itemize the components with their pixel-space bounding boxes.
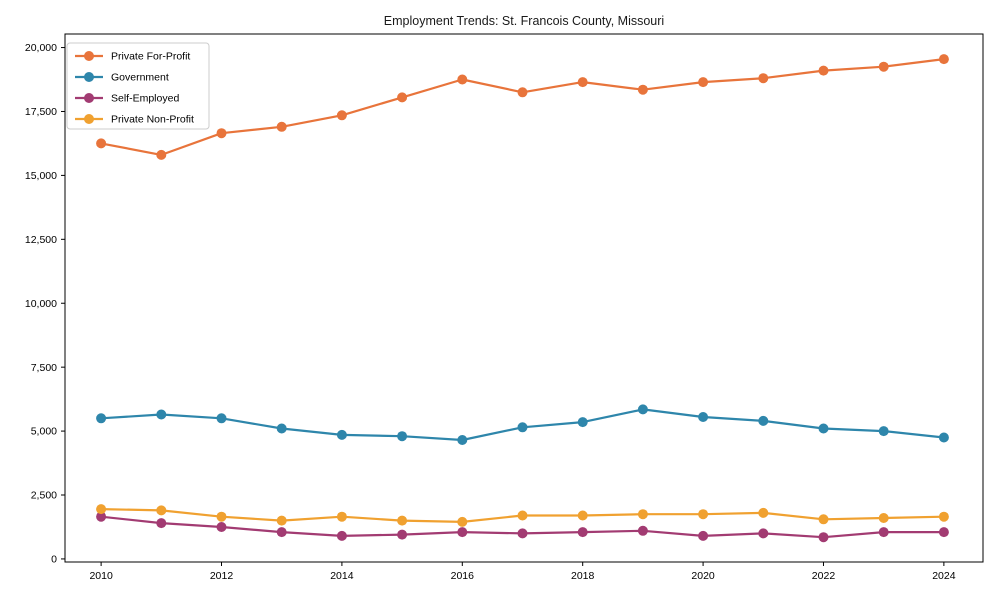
legend-marker-government — [84, 72, 94, 82]
data-point-private-non-profit-2016 — [457, 516, 468, 527]
legend-item-self-employed: Self-Employed — [75, 93, 179, 105]
data-point-private-for-profit-2021 — [758, 73, 769, 84]
data-point-private-non-profit-2023 — [878, 513, 889, 523]
data-point-private-non-profit-2011 — [156, 505, 167, 516]
data-point-government-2015 — [397, 431, 408, 442]
y-axis-tick-label: 15,000 — [25, 170, 57, 182]
data-point-government-2012 — [216, 413, 227, 424]
legend-item-government: Government — [75, 72, 169, 84]
data-point-private-non-profit-2024 — [938, 511, 949, 522]
data-point-private-for-profit-2011 — [156, 149, 167, 160]
plot-frame — [64, 33, 984, 563]
legend-item-private-non-profit: Private Non-Profit — [75, 114, 194, 126]
data-point-private-for-profit-2020 — [698, 77, 709, 88]
data-point-private-for-profit-2015 — [397, 92, 408, 103]
y-axis-tick-label: 17,500 — [25, 106, 57, 118]
data-point-private-non-profit-2019 — [637, 509, 648, 520]
data-point-self-employed-2024 — [938, 527, 949, 538]
legend-item-private-for-profit: Private For-Profit — [75, 51, 190, 63]
x-axis-tick-label: 2010 — [89, 570, 113, 582]
data-point-self-employed-2016 — [457, 527, 468, 538]
data-point-self-employed-2013 — [276, 527, 287, 538]
data-point-private-non-profit-2017 — [517, 510, 528, 521]
data-point-self-employed-2015 — [397, 529, 408, 540]
data-point-self-employed-2020 — [698, 530, 709, 541]
legend-label-private-for-profit: Private For-Profit — [111, 51, 190, 63]
data-point-private-non-profit-2010 — [96, 504, 107, 515]
series-line-private-for-profit — [100, 58, 945, 156]
data-point-self-employed-2019 — [637, 525, 648, 536]
data-point-private-non-profit-2012 — [216, 511, 227, 522]
legend-marker-private-non-profit — [84, 114, 94, 124]
legend: Private For-Profit Government Self-Employe… — [66, 42, 210, 130]
data-point-self-employed-2021 — [758, 528, 769, 539]
data-point-private-non-profit-2014 — [336, 511, 347, 522]
legend-marker-private-for-profit — [84, 51, 94, 61]
legend-box — [66, 42, 210, 130]
x-axis-tick-label: 2024 — [932, 570, 956, 582]
data-point-private-for-profit-2018 — [577, 77, 588, 88]
data-point-private-for-profit-2013 — [276, 121, 287, 132]
data-point-private-non-profit-2020 — [698, 509, 709, 520]
plot-area: 0 2,500 5,000 7,500 10,000 12,500 15,000 17,500… — [25, 33, 984, 582]
data-point-government-2024 — [938, 432, 949, 443]
data-point-private-for-profit-2016 — [457, 74, 468, 85]
chart-title: Employment Trends: St. Francois County, … — [384, 14, 664, 28]
legend-label-private-non-profit: Private Non-Profit — [111, 114, 194, 126]
data-point-government-2018 — [577, 417, 588, 428]
data-point-self-employed-2014 — [336, 530, 347, 541]
data-point-private-for-profit-2010 — [96, 138, 107, 149]
y-axis-tick-label: 12,500 — [25, 234, 57, 246]
data-point-self-employed-2012 — [216, 522, 227, 532]
x-axis-tick-label: 2020 — [691, 570, 715, 582]
data-point-private-for-profit-2023 — [878, 61, 889, 72]
x-axis-tick-label: 2018 — [571, 570, 595, 582]
data-point-government-2016 — [457, 435, 468, 445]
x-axis-tick-label: 2014 — [330, 570, 354, 582]
data-point-government-2010 — [96, 413, 107, 424]
y-axis-tick-label: 7,500 — [31, 362, 57, 374]
data-point-private-for-profit-2017 — [517, 87, 528, 98]
data-point-government-2019 — [637, 404, 648, 415]
data-point-private-non-profit-2018 — [577, 510, 588, 521]
data-point-self-employed-2011 — [156, 518, 167, 529]
data-point-government-2017 — [517, 422, 528, 433]
data-point-government-2022 — [818, 423, 829, 434]
y-axis-tick-label: 2,500 — [31, 490, 57, 502]
data-point-government-2011 — [156, 409, 167, 420]
y-axis-tick-label: 5,000 — [31, 426, 57, 438]
legend-label-government: Government — [111, 72, 169, 84]
data-point-government-2020 — [698, 412, 709, 422]
data-point-government-2014 — [336, 429, 347, 440]
data-point-private-for-profit-2024 — [938, 54, 949, 65]
y-axis-tick-label: 0 — [51, 554, 57, 566]
data-point-self-employed-2023 — [878, 527, 889, 538]
data-point-self-employed-2022 — [818, 532, 829, 543]
x-axis-tick-label: 2016 — [451, 570, 475, 582]
data-point-government-2013 — [276, 423, 287, 434]
y-axis-tick-label: 20,000 — [25, 42, 57, 54]
data-point-private-non-profit-2022 — [818, 514, 829, 525]
data-point-self-employed-2010 — [96, 511, 107, 522]
data-point-private-non-profit-2021 — [758, 507, 769, 518]
x-axis-tick-label: 2022 — [812, 570, 836, 582]
legend-marker-self-employed — [84, 93, 94, 103]
data-point-self-employed-2018 — [577, 527, 588, 538]
data-point-self-employed-2017 — [517, 528, 528, 539]
y-axis-tick-label: 10,000 — [25, 298, 57, 310]
x-axis-tick-label: 2012 — [210, 570, 234, 582]
legend-label-self-employed: Self-Employed — [111, 93, 179, 105]
data-point-private-non-profit-2013 — [276, 515, 287, 526]
data-point-private-for-profit-2022 — [818, 65, 829, 76]
data-point-private-for-profit-2012 — [216, 128, 227, 139]
data-point-government-2023 — [878, 426, 889, 437]
data-point-government-2021 — [758, 415, 769, 426]
data-point-private-for-profit-2014 — [336, 110, 347, 121]
data-point-private-for-profit-2019 — [637, 84, 648, 95]
data-point-private-non-profit-2015 — [397, 515, 408, 526]
